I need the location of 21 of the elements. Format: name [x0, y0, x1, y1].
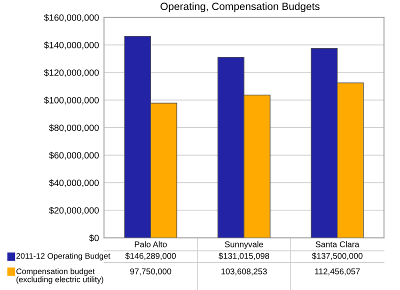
y-tick-label: $120,000,000: [44, 69, 99, 77]
x-tick-label: Palo Alto: [134, 241, 167, 248]
chart-title: Operating, Compensation Budgets: [160, 2, 320, 12]
x-tick-label: Sunnyvale: [224, 241, 264, 249]
data-label: $131,015,098: [218, 252, 270, 260]
y-tick-label: $140,000,000: [44, 42, 99, 50]
legend-label: Compensation budget (excluding electric utility): [16, 268, 104, 284]
data-label: 112,456,057: [315, 268, 360, 276]
y-tick-label: $100,000,000: [44, 96, 99, 104]
data-label: $137,500,000: [312, 252, 362, 260]
data-label: 103,608,253: [221, 268, 267, 276]
legend-label: 2011-12 Operating Budget: [16, 252, 110, 260]
x-tick-label: Santa Clara: [316, 241, 360, 248]
y-tick-label: $20,000,000: [49, 206, 99, 215]
y-tick-label: $0: [89, 234, 99, 242]
data-label: $146,289,000: [125, 252, 176, 260]
y-tick-label: $40,000,000: [49, 179, 99, 188]
y-tick-label: $80,000,000: [49, 124, 99, 132]
data-label: 97,750,000: [130, 268, 172, 276]
y-tick-label: $60,000,000: [49, 152, 99, 160]
y-tick-label: $160,000,000: [44, 14, 99, 22]
